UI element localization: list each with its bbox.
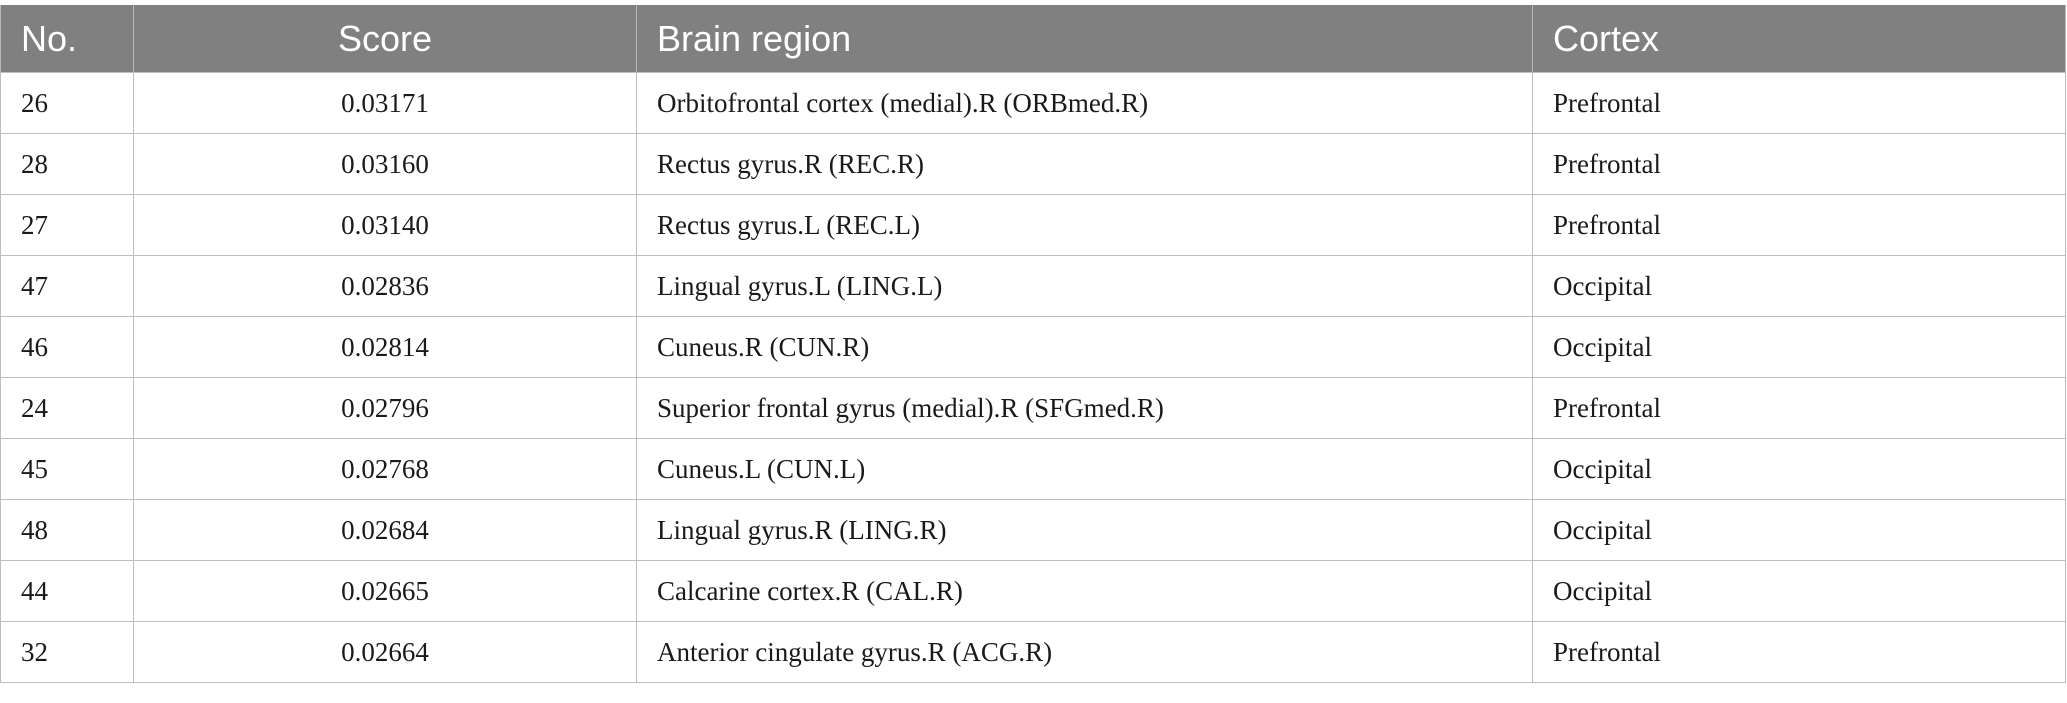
table-header: No. Score Brain region Cortex bbox=[0, 5, 2066, 73]
cell-no: 48 bbox=[0, 499, 134, 561]
cell-no: 46 bbox=[0, 316, 134, 378]
cell-brain-region: Calcarine cortex.R (CAL.R) bbox=[636, 560, 1533, 622]
cell-score: 0.03140 bbox=[133, 194, 637, 256]
header-cortex: Cortex bbox=[1532, 5, 2066, 73]
cell-cortex: Occipital bbox=[1532, 560, 2066, 622]
cell-cortex: Prefrontal bbox=[1532, 621, 2066, 683]
cell-cortex: Prefrontal bbox=[1532, 72, 2066, 134]
table-row: 27 0.03140 Rectus gyrus.L (REC.L) Prefro… bbox=[0, 194, 2066, 256]
cell-score: 0.02796 bbox=[133, 377, 637, 439]
cell-brain-region: Cuneus.R (CUN.R) bbox=[636, 316, 1533, 378]
header-row: No. Score Brain region Cortex bbox=[0, 5, 2066, 73]
cell-no: 24 bbox=[0, 377, 134, 439]
cell-brain-region: Lingual gyrus.R (LING.R) bbox=[636, 499, 1533, 561]
cell-score: 0.02768 bbox=[133, 438, 637, 500]
cell-no: 26 bbox=[0, 72, 134, 134]
table-row: 45 0.02768 Cuneus.L (CUN.L) Occipital bbox=[0, 438, 2066, 500]
cell-no: 32 bbox=[0, 621, 134, 683]
cell-score: 0.03171 bbox=[133, 72, 637, 134]
cell-cortex: Occipital bbox=[1532, 438, 2066, 500]
cell-cortex: Occipital bbox=[1532, 316, 2066, 378]
cell-no: 27 bbox=[0, 194, 134, 256]
cell-cortex: Prefrontal bbox=[1532, 194, 2066, 256]
cell-brain-region: Cuneus.L (CUN.L) bbox=[636, 438, 1533, 500]
cell-no: 47 bbox=[0, 255, 134, 317]
cell-no: 28 bbox=[0, 133, 134, 195]
cell-score: 0.02836 bbox=[133, 255, 637, 317]
table-row: 24 0.02796 Superior frontal gyrus (media… bbox=[0, 377, 2066, 439]
cell-cortex: Prefrontal bbox=[1532, 133, 2066, 195]
cell-score: 0.02665 bbox=[133, 560, 637, 622]
cell-score: 0.02664 bbox=[133, 621, 637, 683]
brain-region-table-container: No. Score Brain region Cortex 26 0.03171… bbox=[0, 5, 2066, 683]
header-no: No. bbox=[0, 5, 134, 73]
brain-region-table: No. Score Brain region Cortex 26 0.03171… bbox=[0, 5, 2066, 683]
cell-score: 0.02814 bbox=[133, 316, 637, 378]
header-score: Score bbox=[133, 5, 637, 73]
table-body: 26 0.03171 Orbitofrontal cortex (medial)… bbox=[0, 72, 2066, 683]
cell-no: 45 bbox=[0, 438, 134, 500]
table-row: 28 0.03160 Rectus gyrus.R (REC.R) Prefro… bbox=[0, 133, 2066, 195]
cell-brain-region: Rectus gyrus.L (REC.L) bbox=[636, 194, 1533, 256]
table-row: 32 0.02664 Anterior cingulate gyrus.R (A… bbox=[0, 621, 2066, 683]
cell-brain-region: Superior frontal gyrus (medial).R (SFGme… bbox=[636, 377, 1533, 439]
table-row: 26 0.03171 Orbitofrontal cortex (medial)… bbox=[0, 72, 2066, 134]
cell-cortex: Occipital bbox=[1532, 255, 2066, 317]
cell-no: 44 bbox=[0, 560, 134, 622]
cell-brain-region: Anterior cingulate gyrus.R (ACG.R) bbox=[636, 621, 1533, 683]
cell-score: 0.03160 bbox=[133, 133, 637, 195]
cell-brain-region: Lingual gyrus.L (LING.L) bbox=[636, 255, 1533, 317]
table-row: 44 0.02665 Calcarine cortex.R (CAL.R) Oc… bbox=[0, 560, 2066, 622]
table-row: 47 0.02836 Lingual gyrus.L (LING.L) Occi… bbox=[0, 255, 2066, 317]
header-brain-region: Brain region bbox=[636, 5, 1533, 73]
table-row: 48 0.02684 Lingual gyrus.R (LING.R) Occi… bbox=[0, 499, 2066, 561]
cell-score: 0.02684 bbox=[133, 499, 637, 561]
cell-cortex: Prefrontal bbox=[1532, 377, 2066, 439]
cell-brain-region: Orbitofrontal cortex (medial).R (ORBmed.… bbox=[636, 72, 1533, 134]
cell-brain-region: Rectus gyrus.R (REC.R) bbox=[636, 133, 1533, 195]
cell-cortex: Occipital bbox=[1532, 499, 2066, 561]
table-row: 46 0.02814 Cuneus.R (CUN.R) Occipital bbox=[0, 316, 2066, 378]
